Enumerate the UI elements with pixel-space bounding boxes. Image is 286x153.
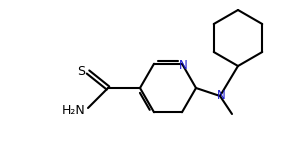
Text: N: N xyxy=(179,59,187,72)
Text: N: N xyxy=(217,88,225,101)
Text: H₂N: H₂N xyxy=(62,103,86,116)
Text: S: S xyxy=(77,65,85,78)
